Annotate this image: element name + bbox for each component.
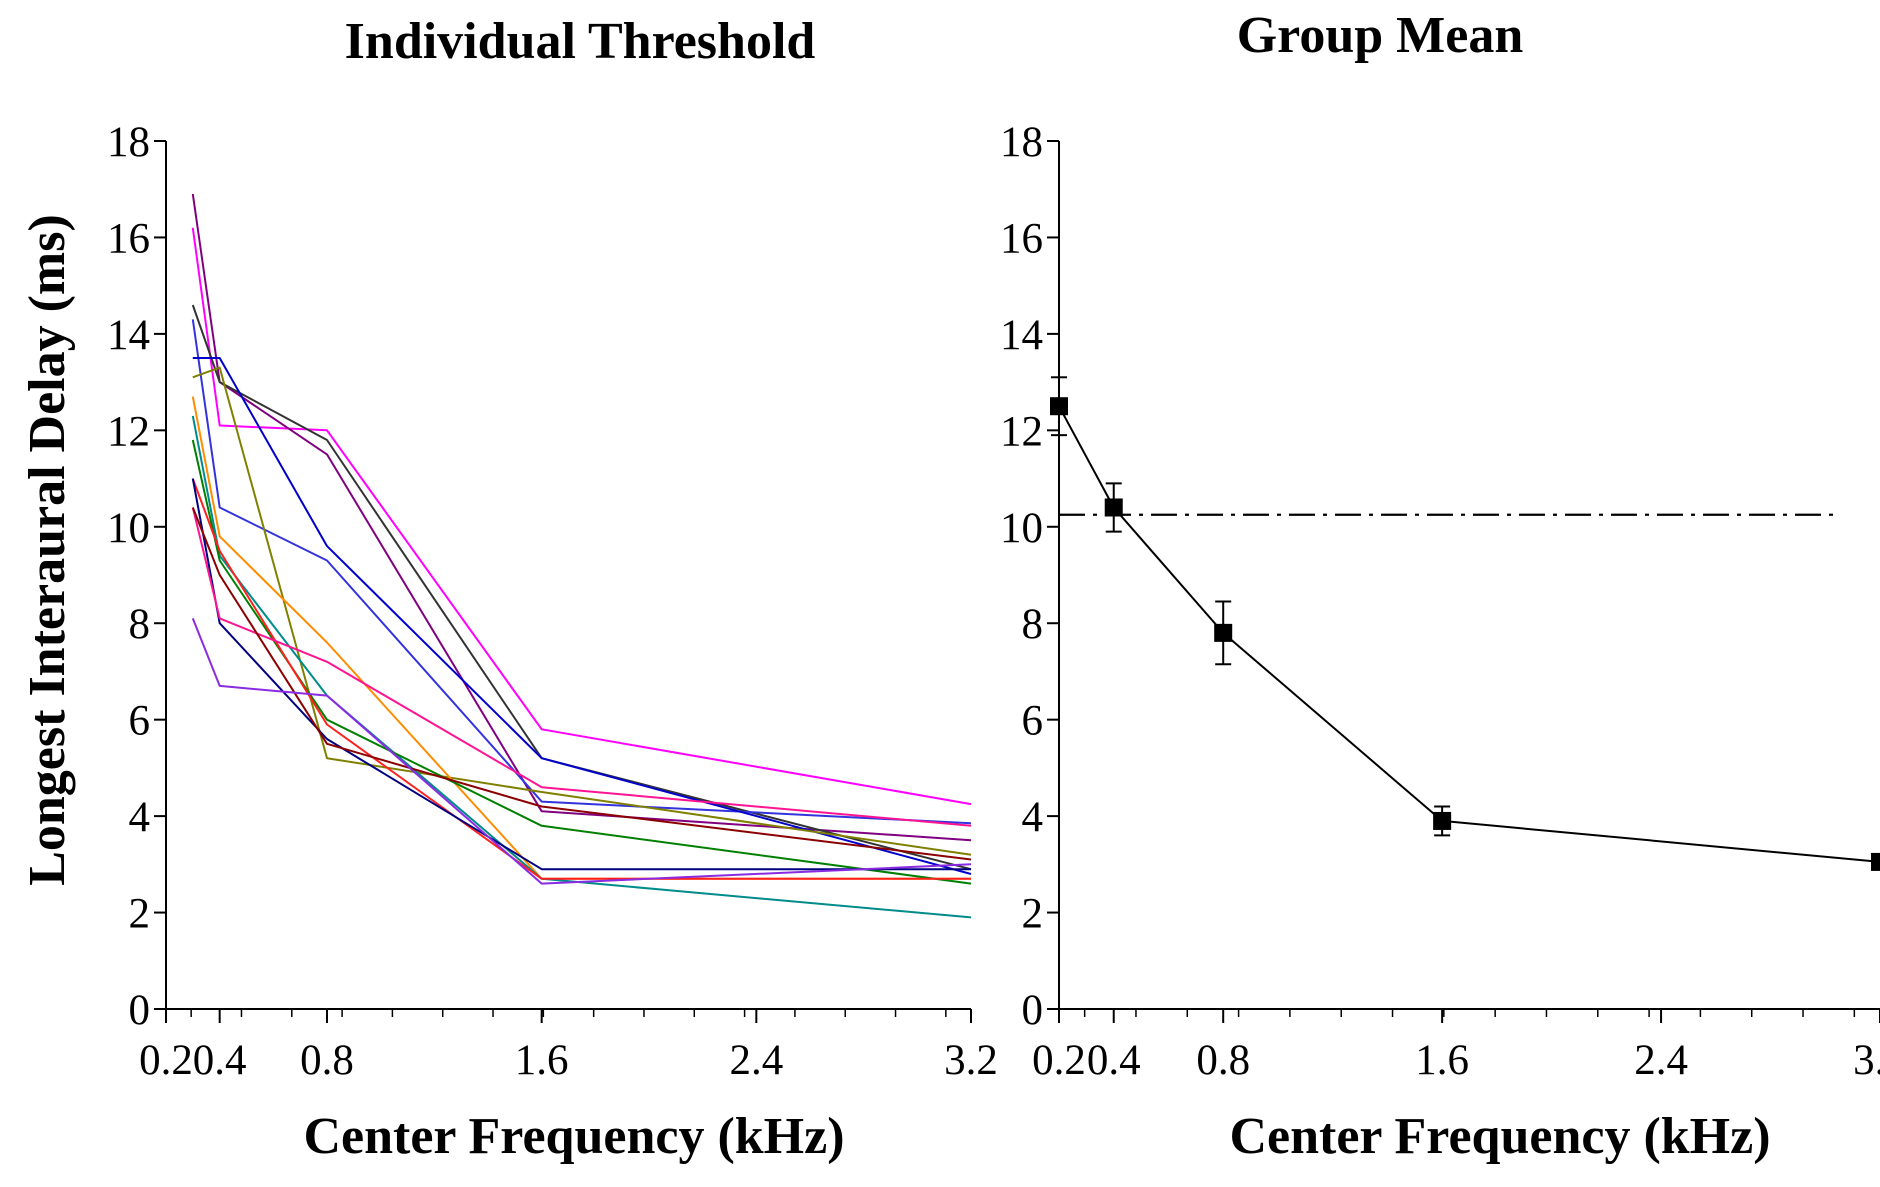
left-x-axis-label: Center Frequency (kHz) [303, 1108, 844, 1165]
right-y-tick-label: 14 [1000, 312, 1043, 359]
right-x-tick-label: 0.2 [1032, 1037, 1086, 1084]
data-point-marker [1104, 498, 1123, 517]
left-y-tick-label: 6 [129, 698, 151, 745]
left-x-tick-label: 3.2 [944, 1037, 998, 1084]
left-series-line-s2 [191, 193, 972, 842]
right-series-line-group-mean [1058, 405, 1880, 863]
right-x-tick-label: 0.8 [1196, 1037, 1250, 1084]
left-series-line-s5 [192, 357, 972, 875]
left-x-tick-label: 0.2 [139, 1037, 193, 1084]
left-y-tick-label: 14 [107, 312, 150, 359]
left-x-tick-label: 1.6 [515, 1037, 569, 1084]
left-y-tick-label: 18 [107, 119, 150, 166]
right-x-tick-label: 0.4 [1087, 1037, 1141, 1084]
left-series-line-s11 [191, 478, 971, 871]
left-x-tick-label: 2.4 [729, 1037, 783, 1084]
right-y-tick-label: 4 [1022, 794, 1044, 841]
data-point-marker [1871, 852, 1880, 871]
left-y-tick-label: 4 [129, 794, 151, 841]
left-series-line-s1 [191, 227, 972, 806]
left-y-tick-label: 10 [107, 505, 150, 552]
right-x-tick-label: 2.4 [1634, 1037, 1688, 1084]
left-x-tick-label: 0.4 [193, 1037, 247, 1084]
left-y-tick-label: 12 [107, 408, 150, 455]
left-series-line-s13 [191, 507, 972, 861]
left-series-line-s6 [192, 366, 972, 856]
right-y-tick-label: 6 [1022, 698, 1044, 745]
right-y-tick-label: 16 [1000, 215, 1043, 262]
right-y-tick-label: 8 [1022, 601, 1044, 648]
data-point-marker [1433, 811, 1452, 830]
left-series-line-s12 [191, 507, 972, 827]
left-series-line-s7 [191, 396, 971, 880]
right-y-tick-label: 2 [1022, 891, 1044, 938]
group-mean-panel: Group Mean Center Frequency (kHz) 0 2 4 6 8 1… [1000, 7, 1880, 1165]
individual-threshold-panel: Individual Threshold Longest Interaural … [19, 13, 998, 1165]
left-series-line-s10 [191, 478, 971, 880]
left-x-tick-label: 0.8 [300, 1037, 354, 1084]
left-series-line-s9 [191, 439, 972, 885]
left-series-line-s4 [191, 319, 972, 825]
left-y-tick-label: 8 [129, 601, 151, 648]
left-series-line-s14 [191, 618, 972, 885]
right-x-tick-label: 3.2 [1853, 1037, 1880, 1084]
right-y-tick-label: 10 [1000, 505, 1043, 552]
left-series-line-s3 [191, 304, 972, 871]
right-chart-title: Group Mean [1237, 7, 1524, 64]
right-y-tick-label: 12 [1000, 408, 1043, 455]
left-y-tick-label: 16 [107, 215, 150, 262]
right-y-tick-label: 18 [1000, 119, 1043, 166]
left-y-axis-label: Longest Interaural Delay (ms) [19, 214, 76, 886]
data-point-marker [1050, 397, 1068, 416]
left-y-tick-label: 0 [129, 987, 151, 1034]
left-y-tick-label: 2 [129, 891, 151, 938]
data-point-marker [1214, 623, 1233, 642]
right-x-tick-label: 1.6 [1415, 1037, 1469, 1084]
left-chart-title: Individual Threshold [345, 13, 816, 70]
right-x-axis-label: Center Frequency (kHz) [1229, 1108, 1770, 1165]
right-y-tick-label: 0 [1022, 987, 1044, 1034]
